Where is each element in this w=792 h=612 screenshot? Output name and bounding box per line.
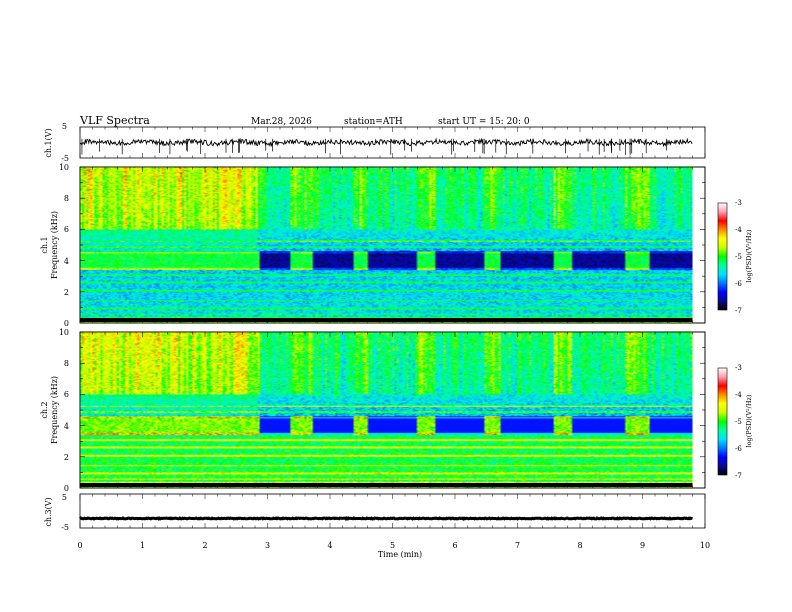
ch3-waveform-ylabel: ch.3(V)	[44, 497, 53, 526]
station-label: station=ATH	[344, 117, 403, 127]
ch3-ytick-bottom: -5	[61, 523, 69, 532]
time-tick-label-7: 7	[515, 541, 520, 550]
ch1-cbar-tick-m7: -7	[735, 307, 742, 315]
ch1-ytick-10: 10	[59, 163, 69, 172]
ch1-waveform-panel: 5 -5 ch.1(V)	[44, 122, 706, 163]
ch1-ytick-6: 6	[64, 225, 69, 234]
ch2-cbar-tick-m3: -3	[735, 364, 742, 372]
ch2-ytick-0: 0	[64, 484, 69, 493]
ch1-wave-line	[79, 137, 693, 148]
ch1-baseline-strip	[80, 318, 693, 322]
start-ut-label: start UT = 15: 20: 0	[438, 117, 530, 127]
time-tick-label-6: 6	[452, 541, 457, 550]
ch2-colorbar-ticks: -3 -4 -5 -6 -7	[735, 364, 742, 480]
ch2-spectrogram-image	[80, 332, 693, 488]
ch2-channel-label: ch.2	[40, 401, 49, 418]
ch1-ytick-8: 8	[64, 194, 69, 203]
ch2-ytick-2: 2	[64, 453, 69, 462]
ch2-cbar-tick-m5: -5	[735, 418, 742, 426]
ch1-cbar-tick-m3: -3	[735, 199, 742, 207]
ch2-colorbar	[717, 367, 728, 476]
date-label: Mar.28, 2026	[251, 117, 312, 127]
ch3-ytick-top: 5	[62, 493, 67, 502]
time-tick-label-1: 1	[140, 541, 145, 550]
ch1-waveform-ylabel: ch.1(V)	[44, 128, 53, 157]
ch1-colorbar-ticks: -3 -4 -5 -6 -7	[735, 199, 742, 315]
time-axis: 0 1 2 3 4 5 6 7 8 9 10	[77, 127, 710, 550]
ch2-spectrogram-panel: 0 2 4 6 8 10 ch.2 Frequency (kHz) -3 -4 …	[40, 328, 753, 493]
time-tick-label-2: 2	[202, 541, 207, 550]
time-tick-label-10: 10	[700, 541, 710, 550]
ch2-ytick-10: 10	[59, 328, 69, 337]
ch1-ytick-bottom: -5	[61, 154, 69, 163]
ch1-cbar-tick-m6: -6	[735, 280, 742, 288]
ch1-cbar-tick-m4: -4	[735, 226, 742, 234]
ch1-cbar-tick-m5: -5	[735, 253, 742, 261]
ch2-ytick-4: 4	[64, 422, 69, 431]
ch3-wave-line	[79, 516, 693, 521]
ch3-waveform-panel: 5 -5 ch.3(V)	[44, 493, 706, 532]
time-tick-label-5: 5	[390, 541, 395, 550]
ch2-cbar-tick-m7: -7	[735, 472, 742, 480]
time-tick-label-0: 0	[77, 541, 82, 550]
ch1-colorbar-label: log(PSD)(V²/Hz)	[745, 229, 753, 282]
time-tick-label-4: 4	[327, 541, 332, 550]
ch2-spectrogram-yticks: 0 2 4 6 8 10	[59, 328, 69, 493]
ch2-ytick-8: 8	[64, 359, 69, 368]
time-axis-label: Time (min)	[378, 550, 422, 559]
time-tick-label-9: 9	[640, 541, 645, 550]
ch2-baseline-strip	[80, 483, 693, 487]
ch1-ytick-2: 2	[64, 288, 69, 297]
ch1-colorbar	[717, 202, 728, 311]
ch1-spectrogram-panel: 0 2 4 6 8 10 ch.1 Frequency (kHz) -3 -4 …	[40, 163, 753, 328]
ch1-spectrogram-yticks: 0 2 4 6 8 10	[59, 163, 69, 328]
ch2-colorbar-label: log(PSD)(V²/Hz)	[745, 394, 753, 447]
figure-title: VLF Spectra	[79, 114, 150, 127]
ch2-ytick-6: 6	[64, 390, 69, 399]
ch2-frequency-ylabel: Frequency (kHz)	[50, 376, 59, 444]
ch1-frequency-ylabel: Frequency (kHz)	[50, 211, 59, 279]
ch1-ytick-0: 0	[64, 319, 69, 328]
ch1-ytick-top: 5	[62, 122, 67, 131]
ch2-cbar-tick-m4: -4	[735, 391, 742, 399]
ch1-waveform-trace	[79, 137, 693, 155]
ch3-waveform-trace	[79, 516, 693, 521]
ch1-ytick-4: 4	[64, 257, 69, 266]
ch1-channel-label: ch.1	[40, 236, 49, 253]
ch1-spectrogram-image	[80, 167, 693, 323]
time-tick-label-3: 3	[265, 541, 270, 550]
ch2-cbar-tick-m6: -6	[735, 445, 742, 453]
ch3-waveform-frame	[79, 493, 706, 529]
time-tick-label-8: 8	[577, 541, 582, 550]
